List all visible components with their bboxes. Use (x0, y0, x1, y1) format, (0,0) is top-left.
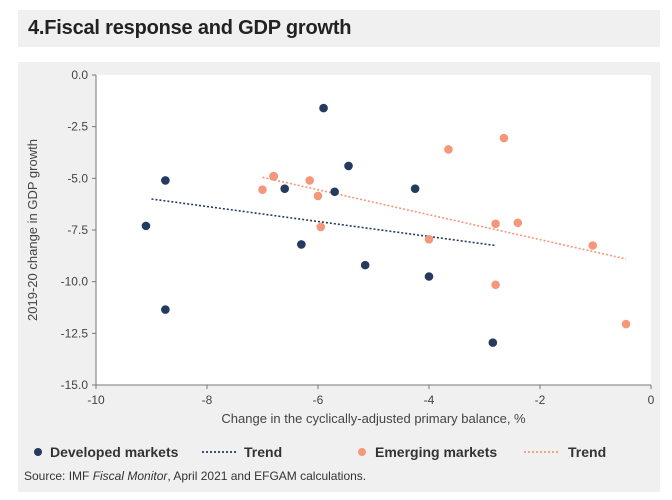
developed-market-point (410, 184, 420, 193)
developed-market-point (330, 187, 339, 197)
developed-market-point (161, 305, 170, 314)
source-note: Source: IMF Fiscal Monitor, April 2021 a… (24, 469, 366, 483)
y-tick-label: -5.0 (67, 171, 88, 185)
developed-market-point (488, 338, 498, 347)
legend-label: Trend (244, 444, 282, 460)
emerging-market-point (316, 222, 326, 232)
developed-market-point (141, 221, 151, 231)
y-tick-label: -2.5 (67, 120, 88, 134)
source-italic: Fiscal Monitor (92, 469, 168, 483)
developed-trend-line (151, 198, 496, 247)
y-tick-label: -15.0 (61, 378, 89, 392)
title-bar: 4.Fiscal response and GDP growth (18, 10, 660, 47)
developed-market-point (344, 161, 353, 171)
source-suffix: , April 2021 and EFGAM calculations. (167, 469, 367, 483)
chart-panel: 0.0 -2.5 -5.0 -7.5 -10.0 -12.5 -15.0 -10 -8 -6 -4 -… (18, 62, 660, 492)
emerging-market-point (269, 171, 278, 181)
emerging-market-point (424, 235, 434, 244)
chart-title: 4.Fiscal response and GDP growth (28, 17, 352, 39)
developed-market-point (319, 103, 328, 113)
emerging-market-point (621, 319, 631, 329)
legend-label: Developed markets (50, 444, 179, 460)
emerging-market-point (258, 185, 267, 194)
plot-area (96, 75, 651, 385)
x-axis-label: Change in the cyclically-adjusted primar… (221, 411, 526, 426)
scatter-chart: 0.0 -2.5 -5.0 -7.5 -10.0 -12.5 -15.0-10 -8 -6 -4 -… (25, 68, 655, 460)
y-tick-label: -10.0 (61, 275, 89, 289)
developed-market-point (280, 184, 290, 193)
legend-marker (34, 448, 42, 456)
developed-market-point (161, 176, 170, 185)
y-axis-label: 2019-20 change in GDP growth (25, 139, 40, 321)
legend-label: Trend (568, 444, 606, 460)
developed-market-point (424, 272, 434, 281)
legend-label: Emerging markets (375, 444, 497, 460)
x-tick-label: -6 (313, 393, 324, 407)
x-tick-label: 0 (648, 393, 655, 407)
legend-marker (358, 448, 366, 456)
developed-market-point (297, 240, 306, 249)
emerging-market-point (491, 280, 500, 290)
source-prefix: Source: IMF (24, 469, 93, 483)
y-tick-label: -12.5 (61, 326, 89, 340)
developed-market-point (360, 260, 370, 270)
emerging-market-point (313, 191, 323, 201)
x-tick-label: -4 (424, 393, 435, 407)
y-tick-label: 0.0 (71, 68, 88, 82)
x-tick-label: -10 (87, 393, 105, 407)
x-tick-label: -8 (202, 393, 213, 407)
emerging-market-point (499, 133, 509, 143)
y-tick-label: -7.5 (67, 223, 88, 237)
x-tick-label: -2 (535, 393, 546, 407)
emerging-market-point (491, 219, 500, 229)
emerging-market-point (444, 145, 453, 154)
emerging-market-point (305, 176, 314, 185)
emerging-market-point (513, 218, 523, 228)
emerging-market-point (588, 241, 598, 250)
